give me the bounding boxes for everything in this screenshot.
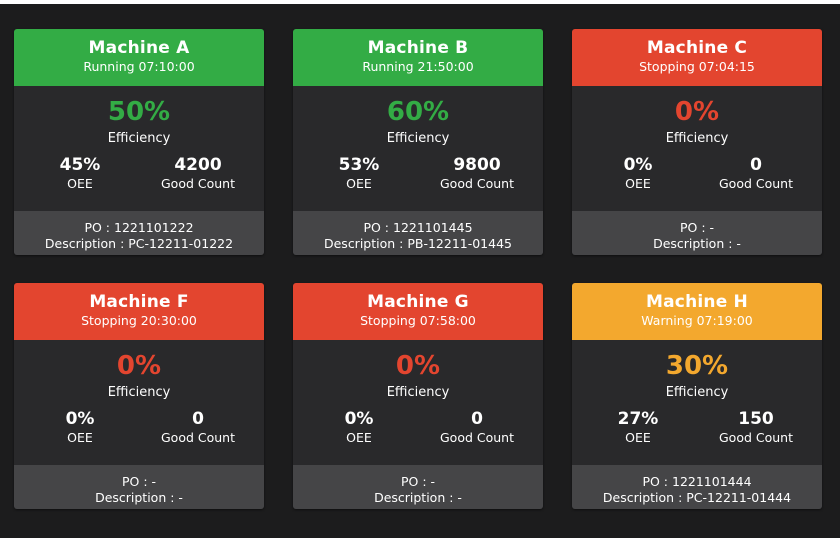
efficiency-value: 30%	[665, 351, 729, 381]
oee-label: OEE	[346, 430, 372, 445]
description-text: Description : PC-12211-01222	[44, 236, 234, 251]
machine-status: Stopping 07:58:00	[360, 313, 476, 328]
good-count-label: Good Count	[160, 176, 235, 191]
oee-value: 45%	[59, 155, 101, 175]
card-footer: PO : - Description : -	[572, 211, 822, 255]
card-header: Machine C Stopping 07:04:15	[572, 29, 822, 86]
good-count-label: Good Count	[439, 430, 514, 445]
machine-name: Machine H	[646, 292, 748, 312]
machine-status: Stopping 20:30:00	[81, 313, 197, 328]
good-count-value: 0	[750, 155, 762, 175]
good-count-stat: 150 Good Count	[702, 409, 810, 446]
card-header: Machine H Warning 07:19:00	[572, 283, 822, 340]
good-count-label: Good Count	[160, 430, 235, 445]
good-count-stat: 0 Good Count	[702, 155, 810, 192]
stats-row: 27% OEE 150 Good Count	[572, 409, 822, 453]
efficiency-label: Efficiency	[107, 385, 171, 400]
stats-row: 0% OEE 0 Good Count	[14, 409, 264, 453]
machine-name: Machine F	[89, 292, 189, 312]
card-footer: PO : 1221101445 Description : PB-12211-0…	[293, 211, 543, 255]
oee-value: 27%	[617, 409, 659, 429]
efficiency-label: Efficiency	[107, 131, 171, 146]
good-count-stat: 4200 Good Count	[144, 155, 252, 192]
card-header: Machine G Stopping 07:58:00	[293, 283, 543, 340]
stats-row: 0% OEE 0 Good Count	[572, 155, 822, 199]
efficiency-value: 50%	[107, 97, 171, 127]
description-text: Description : -	[374, 490, 462, 505]
oee-stat: 27% OEE	[598, 409, 678, 446]
machine-card[interactable]: Machine H Warning 07:19:00 30% Efficienc…	[572, 283, 822, 509]
efficiency-value: 0%	[116, 351, 162, 381]
machine-name: Machine C	[646, 38, 748, 58]
machine-status: Warning 07:19:00	[641, 313, 753, 328]
po-text: PO : -	[679, 220, 715, 235]
card-footer: PO : 1221101444 Description : PC-12211-0…	[572, 465, 822, 509]
card-header: Machine A Running 07:10:00	[14, 29, 264, 86]
good-count-stat: 0 Good Count	[144, 409, 252, 446]
oee-label: OEE	[67, 430, 93, 445]
good-count-label: Good Count	[439, 176, 514, 191]
card-header: Machine B Running 21:50:00	[293, 29, 543, 86]
oee-value: 0%	[623, 155, 653, 175]
oee-value: 0%	[344, 409, 374, 429]
machine-status: Running 07:10:00	[83, 59, 195, 74]
card-header: Machine F Stopping 20:30:00	[14, 283, 264, 340]
efficiency-label: Efficiency	[386, 131, 450, 146]
oee-stat: 0% OEE	[40, 409, 120, 446]
efficiency-value: 0%	[674, 97, 720, 127]
efficiency-label: Efficiency	[665, 131, 729, 146]
good-count-value: 0	[471, 409, 483, 429]
description-text: Description : -	[95, 490, 183, 505]
oee-label: OEE	[625, 430, 651, 445]
machine-card[interactable]: Machine G Stopping 07:58:00 0% Efficienc…	[293, 283, 543, 509]
good-count-stat: 0 Good Count	[423, 409, 531, 446]
good-count-value: 0	[192, 409, 204, 429]
stats-row: 0% OEE 0 Good Count	[293, 409, 543, 453]
efficiency-label: Efficiency	[386, 385, 450, 400]
good-count-label: Good Count	[718, 430, 793, 445]
oee-label: OEE	[625, 176, 651, 191]
oee-stat: 45% OEE	[40, 155, 120, 192]
stats-row: 45% OEE 4200 Good Count	[14, 155, 264, 199]
good-count-value: 9800	[453, 155, 501, 175]
good-count-value: 4200	[174, 155, 222, 175]
oee-stat: 53% OEE	[319, 155, 399, 192]
po-text: PO : 1221101222	[84, 220, 194, 235]
machine-card[interactable]: Machine B Running 21:50:00 60% Efficienc…	[293, 29, 543, 255]
machine-card[interactable]: Machine F Stopping 20:30:00 0% Efficienc…	[14, 283, 264, 509]
description-text: Description : PC-12211-01444	[602, 490, 792, 505]
good-count-stat: 9800 Good Count	[423, 155, 531, 192]
machine-card[interactable]: Machine A Running 07:10:00 50% Efficienc…	[14, 29, 264, 255]
efficiency-value: 60%	[386, 97, 450, 127]
po-text: PO : 1221101445	[363, 220, 473, 235]
machine-status: Stopping 07:04:15	[639, 59, 755, 74]
good-count-value: 150	[738, 409, 774, 429]
card-footer: PO : 1221101222 Description : PC-12211-0…	[14, 211, 264, 255]
efficiency-label: Efficiency	[665, 385, 729, 400]
po-text: PO : -	[121, 474, 157, 489]
po-text: PO : -	[400, 474, 436, 489]
oee-value: 0%	[65, 409, 95, 429]
description-text: Description : -	[653, 236, 741, 251]
machine-name: Machine B	[367, 38, 469, 58]
top-border	[0, 0, 840, 4]
machine-card[interactable]: Machine C Stopping 07:04:15 0% Efficienc…	[572, 29, 822, 255]
oee-value: 53%	[338, 155, 380, 175]
machine-name: Machine A	[88, 38, 190, 58]
machine-name: Machine G	[367, 292, 469, 312]
card-footer: PO : - Description : -	[293, 465, 543, 509]
oee-label: OEE	[67, 176, 93, 191]
oee-stat: 0% OEE	[319, 409, 399, 446]
efficiency-value: 0%	[395, 351, 441, 381]
good-count-label: Good Count	[718, 176, 793, 191]
oee-label: OEE	[346, 176, 372, 191]
card-footer: PO : - Description : -	[14, 465, 264, 509]
oee-stat: 0% OEE	[598, 155, 678, 192]
stats-row: 53% OEE 9800 Good Count	[293, 155, 543, 199]
description-text: Description : PB-12211-01445	[323, 236, 512, 251]
po-text: PO : 1221101444	[642, 474, 752, 489]
machine-status: Running 21:50:00	[362, 59, 474, 74]
